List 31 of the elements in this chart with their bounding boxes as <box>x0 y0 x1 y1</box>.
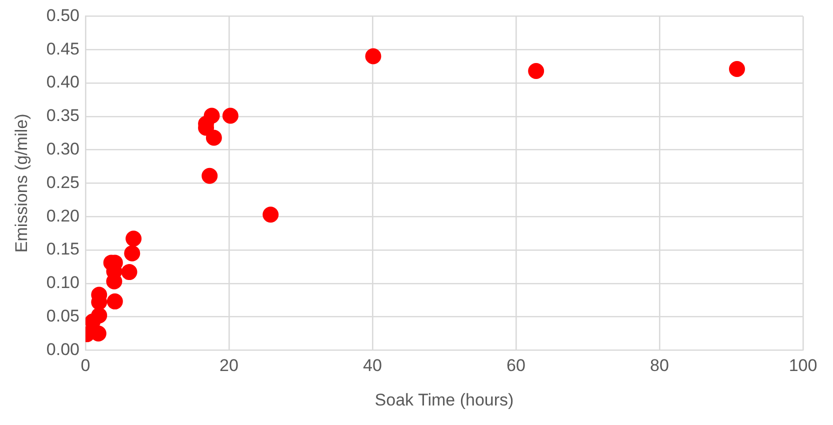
point <box>202 168 218 184</box>
x-tick-label: 80 <box>650 356 669 376</box>
y-tick-label: 0.35 <box>46 106 80 126</box>
point <box>126 230 142 247</box>
point <box>528 62 544 79</box>
point <box>262 206 279 223</box>
point <box>124 245 140 262</box>
point <box>728 60 745 77</box>
x-tick-label: 60 <box>506 356 526 376</box>
point <box>85 313 101 330</box>
y-tick-label: 0.05 <box>46 306 80 326</box>
x-tick-label: 20 <box>220 356 238 376</box>
y-tick-label: 0.00 <box>46 340 80 359</box>
point <box>121 264 138 280</box>
x-axis-title: Soak Time (hours) <box>374 390 514 410</box>
y-tick-label: 0.50 <box>46 6 80 25</box>
y-tick-label: 0.45 <box>46 39 80 58</box>
x-tick-label: 0 <box>80 356 90 376</box>
y-tick-label: 0.30 <box>46 139 80 158</box>
point <box>106 293 123 310</box>
y-tick-label: 0.15 <box>46 240 80 259</box>
y-tick-label: 0.40 <box>46 72 80 92</box>
point <box>206 130 222 146</box>
y-tick-label: 0.10 <box>46 273 80 292</box>
y-axis-title: Emissions (g/mile) <box>12 114 31 253</box>
x-tick-label: 40 <box>363 356 382 376</box>
x-tick-label: 100 <box>788 356 818 376</box>
y-tick-label: 0.25 <box>46 172 80 192</box>
y-tick-label: 0.20 <box>46 206 80 226</box>
point <box>365 48 382 64</box>
point <box>222 108 238 124</box>
